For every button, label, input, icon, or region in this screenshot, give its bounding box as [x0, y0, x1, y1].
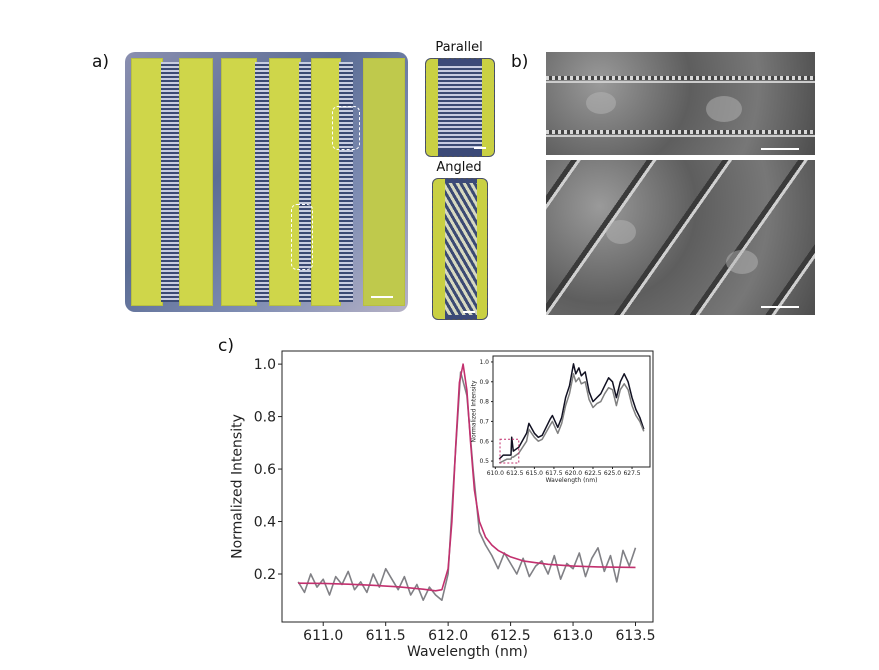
- inset-x-tick-label: 615.0: [526, 470, 543, 477]
- inset-x-tick-label: 612.5: [506, 470, 523, 477]
- main-x-tick-label: 612.0: [428, 628, 468, 644]
- main-y-tick-label: 0.2: [254, 567, 276, 583]
- main-series-fit: [298, 363, 636, 592]
- inset-y-tick-label: 0.5: [479, 458, 489, 465]
- panel-label-c: c): [218, 336, 234, 356]
- main-x-tick-label: 613.0: [553, 628, 593, 644]
- inset-y-tick-label: 0.6: [479, 438, 489, 445]
- inset-highlight-box: [499, 438, 520, 464]
- main-y-tick-label: 0.8: [254, 409, 276, 425]
- inset-x-tick-label: 622.5: [584, 470, 601, 477]
- inset-x-tick-label: 620.0: [565, 470, 582, 477]
- sem-image-parallel: [546, 52, 815, 155]
- main-y-axis-label: Normalized Intensity: [230, 414, 246, 559]
- parallel-region-marker: [332, 106, 360, 150]
- inset-y-tick-label: 0.8: [479, 399, 489, 406]
- microscope-chip-image: [125, 52, 408, 312]
- inset-y-tick-label: 0.9: [479, 379, 489, 386]
- panel-label-b: b): [511, 52, 529, 72]
- main-x-tick-label: 611.5: [366, 628, 406, 644]
- main-x-axis-label: Wavelength (nm): [407, 644, 528, 660]
- inset-x-tick-label: 627.5: [623, 470, 640, 477]
- inset-x-tick-label: 625.0: [604, 470, 621, 477]
- angled-title: Angled: [436, 160, 482, 175]
- scale-bar: [371, 296, 393, 298]
- inset-x-tick-label: 617.5: [545, 470, 562, 477]
- panel-label-a: a): [92, 52, 110, 72]
- main-y-tick-label: 0.4: [254, 514, 276, 530]
- main-y-tick-label: 0.6: [254, 462, 276, 478]
- parallel-title: Parallel: [435, 40, 483, 55]
- main-x-tick-label: 613.5: [615, 628, 655, 644]
- main-x-tick-label: 611.0: [303, 628, 343, 644]
- main-x-tick-label: 612.5: [491, 628, 531, 644]
- inset-series-spectrum-2: [498, 373, 645, 464]
- angled-region-marker: [291, 204, 313, 270]
- main-y-tick-label: 1.0: [254, 357, 276, 373]
- inset-x-axis-label: Wavelength (nm): [546, 477, 598, 484]
- parallel-thumbnail: [425, 58, 495, 157]
- inset-y-tick-label: 0.7: [479, 419, 489, 426]
- inset-y-axis-label: Normalized Intensity: [470, 380, 477, 442]
- sem-image-angled: [546, 160, 815, 315]
- angled-thumbnail: [432, 178, 488, 320]
- inset-series-spectrum-1: [498, 363, 645, 460]
- inset-y-tick-label: 1.0: [479, 359, 489, 366]
- inset-x-tick-label: 610.0: [487, 470, 504, 477]
